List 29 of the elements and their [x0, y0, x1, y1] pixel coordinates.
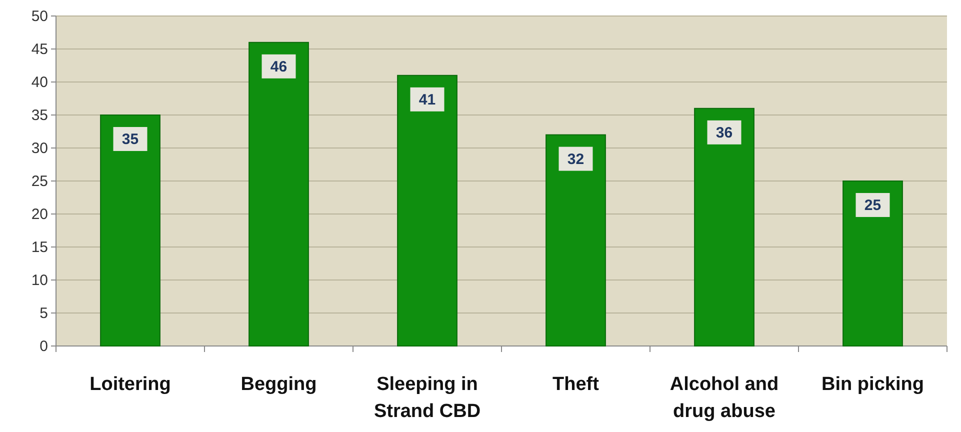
y-tick-label: 40 — [31, 74, 48, 91]
y-tick-label: 45 — [31, 41, 48, 58]
y-tick-label: 10 — [31, 272, 48, 289]
bar — [397, 74, 458, 346]
x-tick-label: Bin picking — [822, 374, 924, 395]
y-tick-label: 35 — [31, 107, 48, 124]
data-label: 41 — [418, 91, 436, 108]
bar — [100, 114, 160, 346]
y-tick-label: 20 — [31, 206, 48, 223]
bar — [694, 108, 754, 346]
data-label: 36 — [716, 124, 733, 142]
data-label: 25 — [864, 197, 882, 214]
data-label: 46 — [270, 58, 288, 76]
y-tick-label: 50 — [31, 8, 48, 25]
x-tick-label: Loitering — [90, 374, 171, 395]
bar — [248, 42, 309, 346]
y-tick-label: 30 — [31, 140, 48, 157]
bar — [842, 180, 903, 346]
data-label: 35 — [122, 131, 139, 148]
data-label: 32 — [567, 150, 584, 168]
y-tick-label: 0 — [40, 338, 48, 355]
y-tick-label: 15 — [31, 239, 48, 256]
x-tick-label: Theft — [552, 374, 600, 395]
y-tick-label: 25 — [31, 173, 48, 190]
x-tick-label: Alcohol and drug abuse — [670, 374, 779, 422]
x-tick-label: Begging — [240, 374, 317, 395]
bar — [546, 134, 606, 346]
y-tick-label: 5 — [40, 305, 48, 322]
x-tick-label: Sleeping in Strand CBD — [374, 374, 481, 422]
